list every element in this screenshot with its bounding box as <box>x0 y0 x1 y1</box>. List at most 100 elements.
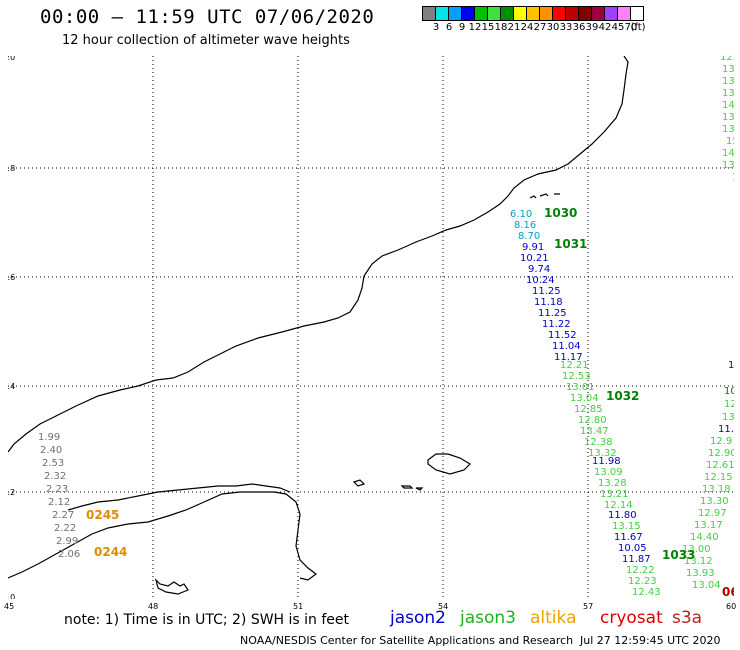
scale-tick-label: 15 <box>481 22 495 33</box>
wave-height-label-blue: 8.70 <box>518 231 540 242</box>
satellite-legend-cryosat: cryosat <box>600 608 663 628</box>
wave-height-label-track: 13.21 <box>600 489 629 500</box>
lon-label-45: 45 <box>4 602 15 611</box>
wave-height-label-edge: 13.93 <box>686 568 715 579</box>
lat-label-14: 14 <box>8 382 15 391</box>
arabian-coastline <box>8 56 629 453</box>
scale-tick-label: 70 <box>624 22 638 33</box>
wave-height-label-edge: 12.61 <box>706 460 734 471</box>
scale-swatch <box>527 7 540 20</box>
scale-swatch <box>501 7 514 20</box>
scale-tick-label: 3 <box>432 22 440 33</box>
coastline <box>8 56 629 595</box>
wave-height-label-track: 10.05 <box>618 543 647 554</box>
wave-height-label-edge: 13.18 <box>702 484 731 495</box>
wave-height-label-blue: 11.04 <box>552 341 581 352</box>
wave-height-label-gray: 2.99 <box>56 536 78 547</box>
lat-label-12: 12 <box>8 488 15 497</box>
wave-height-label-gray: 2.53 <box>42 458 64 469</box>
color-scale <box>422 6 644 21</box>
footer-note: note: 1) Time is in UTC; 2) SWH is in fe… <box>64 612 350 628</box>
wave-height-label-track: 11.87 <box>622 554 651 565</box>
color-scale-labels: 3 6 9 12 15 18 21 24 27 30 33 36 39 42 45 70 (ft) <box>422 22 646 34</box>
wave-height-label-blue: 9.91 <box>522 242 544 253</box>
scale-tick-label: 18 <box>494 22 508 33</box>
african-inner-coastline <box>67 483 291 511</box>
wave-height-label-green: 13.04 <box>570 393 599 404</box>
wave-height-label-gray: 2.40 <box>40 445 62 456</box>
socotra-island <box>427 453 471 475</box>
pass-time-label: 0244 <box>94 545 127 559</box>
chart-title: 00:00 – 11:59 UTC 07/06/2020 <box>40 6 375 28</box>
wave-height-label-track: 11.67 <box>614 532 643 543</box>
wave-height-label-blue: 6.10 <box>510 209 532 220</box>
wave-height-label-gray: 2.23 <box>46 484 68 495</box>
wave-height-label-edge: 13.04 <box>692 580 721 591</box>
lon-label-54: 54 <box>438 602 449 611</box>
wave-height-label-edge: 13. <box>722 88 734 99</box>
credit-line: NOAA/NESDIS Center for Satellite Applica… <box>240 634 574 647</box>
lon-labels: 45 48 51 54 57 60 <box>0 602 740 612</box>
lat-label-10: 10 <box>8 593 15 599</box>
wave-height-label-edge: 13. <box>722 160 734 171</box>
wave-height-map: 1.99 2.40 2.53 2.32 2.23 2.12 2.27 2.22 2.99 2.06… <box>8 56 734 599</box>
wave-height-label-track: 11.80 <box>608 510 637 521</box>
scale-swatch <box>488 7 501 20</box>
wave-height-label-blue: 11.25 <box>538 308 567 319</box>
wave-height-label-track: 13.15 <box>612 521 641 532</box>
wave-height-label-edge: 13. <box>722 112 734 123</box>
wave-height-label-blue: 10.24 <box>526 275 555 286</box>
scale-tick-label: 36 <box>572 22 586 33</box>
wave-height-label-track: 11.98 <box>592 456 621 467</box>
wave-height-label-edge: 13.00 <box>682 544 711 555</box>
scale-swatch <box>423 7 436 20</box>
wave-height-label-edge: 13. <box>722 64 734 75</box>
scale-tick-label: 27 <box>533 22 547 33</box>
wave-height-label-gray: 2.12 <box>48 497 70 508</box>
lat-label-16: 16 <box>8 273 15 282</box>
wave-height-label-green: 13.01 <box>566 382 595 393</box>
scale-tick-label: 12 <box>468 22 482 33</box>
wave-height-label-gray: 1.99 <box>38 432 60 443</box>
wave-height-label-track: 13.09 <box>594 467 623 478</box>
scale-tick-label: (ft) <box>630 22 646 33</box>
scale-swatch <box>449 7 462 20</box>
axis-labels: 20 18 16 14 12 10 <box>8 56 15 599</box>
scale-tick-label: 33 <box>559 22 573 33</box>
lon-label-48: 48 <box>148 602 159 611</box>
wave-height-label-edge: 14.40 <box>690 532 719 543</box>
scale-swatch <box>540 7 553 20</box>
kuria-muria-islands <box>529 193 560 199</box>
wave-height-label-edge: 14. <box>722 100 734 111</box>
wave-height-label-blue: 11.52 <box>548 330 577 341</box>
pass-time-label: 06 <box>722 585 734 599</box>
scale-swatch <box>462 7 475 20</box>
lon-label-51: 51 <box>293 602 304 611</box>
wave-height-label-edge: 12.9 <box>710 436 732 447</box>
pass-time-label: 1030 <box>544 206 577 220</box>
wave-height-label-edge: 12.90 <box>708 448 734 459</box>
wave-height-label-edge: 10. <box>724 386 734 397</box>
wave-height-label-edge: 13. <box>722 76 734 87</box>
wave-height-label-edge: 11. <box>728 360 734 371</box>
wave-height-label-blue: 10.21 <box>520 253 549 264</box>
wave-height-label-track: 13.28 <box>598 478 627 489</box>
scale-swatch <box>579 7 592 20</box>
wave-height-label-blue: 9.74 <box>528 264 550 275</box>
wave-height-label-edge: 13.12 <box>684 556 713 567</box>
wave-height-label-green: 12.21 <box>560 360 589 371</box>
wave-height-label-edge: 1 <box>732 172 734 183</box>
pass-time-label: 1032 <box>606 389 639 403</box>
scale-swatch <box>553 7 566 20</box>
scale-tick-label: 9 <box>458 22 466 33</box>
scale-swatch <box>618 7 631 20</box>
satellite-legend-s3a: s3a <box>672 608 703 628</box>
wave-height-label-blue: 11.18 <box>534 297 563 308</box>
wave-height-label-edge: 12. <box>724 399 734 410</box>
wave-height-label-blue: 11.17 <box>554 352 583 363</box>
wave-height-label-gray: 2.22 <box>54 523 76 534</box>
scale-tick-label: 24 <box>520 22 534 33</box>
wave-height-label-green: 12.85 <box>574 404 603 415</box>
scale-swatch <box>475 7 488 20</box>
african-horn-coastline <box>8 491 317 581</box>
